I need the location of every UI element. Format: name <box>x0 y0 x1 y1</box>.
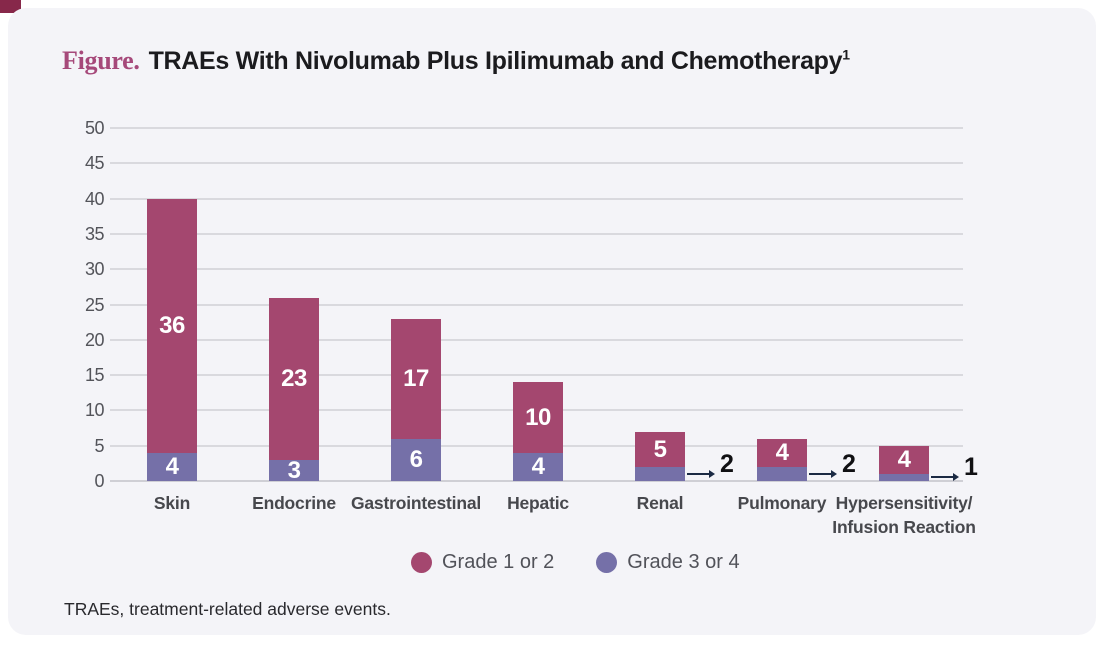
x-category-label: Endocrine <box>252 493 336 513</box>
callout-line <box>809 473 831 475</box>
gridline-50 <box>110 127 963 129</box>
y-axis: 0 5 10 15 20 25 30 35 40 45 50 <box>58 118 105 491</box>
x-category-label: Hypersensitivity/ Infusion Reaction <box>832 493 976 537</box>
footnote: TRAEs, treatment-related adverse events. <box>64 599 391 619</box>
figure-label: Figure. <box>62 46 140 75</box>
callout-arrow-icon <box>709 470 715 478</box>
gridline-0 <box>110 480 963 482</box>
gridline-40 <box>110 197 963 200</box>
bar-segment-grade12 <box>513 382 563 453</box>
legend-dot-icon <box>411 552 432 573</box>
bar-segment-grade12 <box>635 432 685 467</box>
x-category-label: Renal <box>636 493 684 513</box>
y-tick-label-25: 25 <box>84 294 105 315</box>
x-category-label: Pulmonary <box>737 493 827 513</box>
gridline-25 <box>110 303 963 306</box>
callout-line <box>931 476 953 478</box>
y-tick-label-35: 35 <box>84 223 105 244</box>
bar-segment-grade34 <box>635 467 685 481</box>
figure-title: Figure. TRAEs With Nivolumab Plus Ipilimu… <box>62 46 850 76</box>
figure-title-superscript: 1 <box>842 46 850 63</box>
legend-item-label: Grade 1 or 2 <box>442 551 555 573</box>
legend-dot-icon <box>596 552 618 573</box>
gridline-45 <box>110 162 963 165</box>
callout-value-grade34: 1 <box>964 453 978 481</box>
legend: Grade 1 or 2 Grade 3 or 4 <box>411 551 740 574</box>
bar-segment-grade34 <box>879 474 929 481</box>
y-tick-label-50: 50 <box>84 118 105 138</box>
legend-item-label: Grade 3 or 4 <box>627 551 740 573</box>
bar-segment-grade34 <box>391 439 441 481</box>
bar-segment-grade34 <box>269 460 319 481</box>
x-category-label: Gastrointestinal <box>350 493 482 513</box>
x-category-label: Hepatic <box>507 493 569 513</box>
plot-area: 36 4 23 3 17 6 10 4 5 2 4 2 4 1 <box>110 127 978 484</box>
bar-segment-grade34 <box>513 453 563 481</box>
y-tick-label-40: 40 <box>84 188 105 209</box>
gridline-15 <box>110 374 963 377</box>
bar-segment-grade12 <box>391 319 441 439</box>
callout-arrow-icon <box>831 470 837 478</box>
bar-segment-grade34 <box>757 467 807 481</box>
bar-segment-grade34 <box>147 453 197 481</box>
x-category-label: Skin <box>153 493 191 513</box>
y-tick-label-45: 45 <box>84 153 105 174</box>
callout-line <box>687 473 709 475</box>
bar-segment-grade12 <box>269 298 319 460</box>
bar-segment-grade12 <box>147 199 197 453</box>
figure-title-text: TRAEs With Nivolumab Plus Ipilimumab and… <box>148 47 843 75</box>
y-tick-label-15: 15 <box>84 365 105 386</box>
bar-segment-grade12 <box>879 446 929 474</box>
y-tick-label-20: 20 <box>84 329 105 350</box>
gridline-30 <box>110 268 963 271</box>
y-tick-label-5: 5 <box>94 435 104 456</box>
gridline-35 <box>110 232 963 235</box>
gridline-20 <box>110 338 963 341</box>
y-tick-label-0: 0 <box>94 471 104 491</box>
bar-segment-grade12 <box>757 439 807 467</box>
y-tick-label-10: 10 <box>84 400 105 421</box>
callout-arrow-icon <box>953 473 959 481</box>
y-tick-label-30: 30 <box>84 259 105 280</box>
callout-value-grade34: 2 <box>842 450 856 478</box>
callout-value-grade34: 2 <box>720 450 734 478</box>
legend-item: Grade 3 or 4 <box>596 551 740 574</box>
legend-item: Grade 1 or 2 <box>411 551 554 574</box>
